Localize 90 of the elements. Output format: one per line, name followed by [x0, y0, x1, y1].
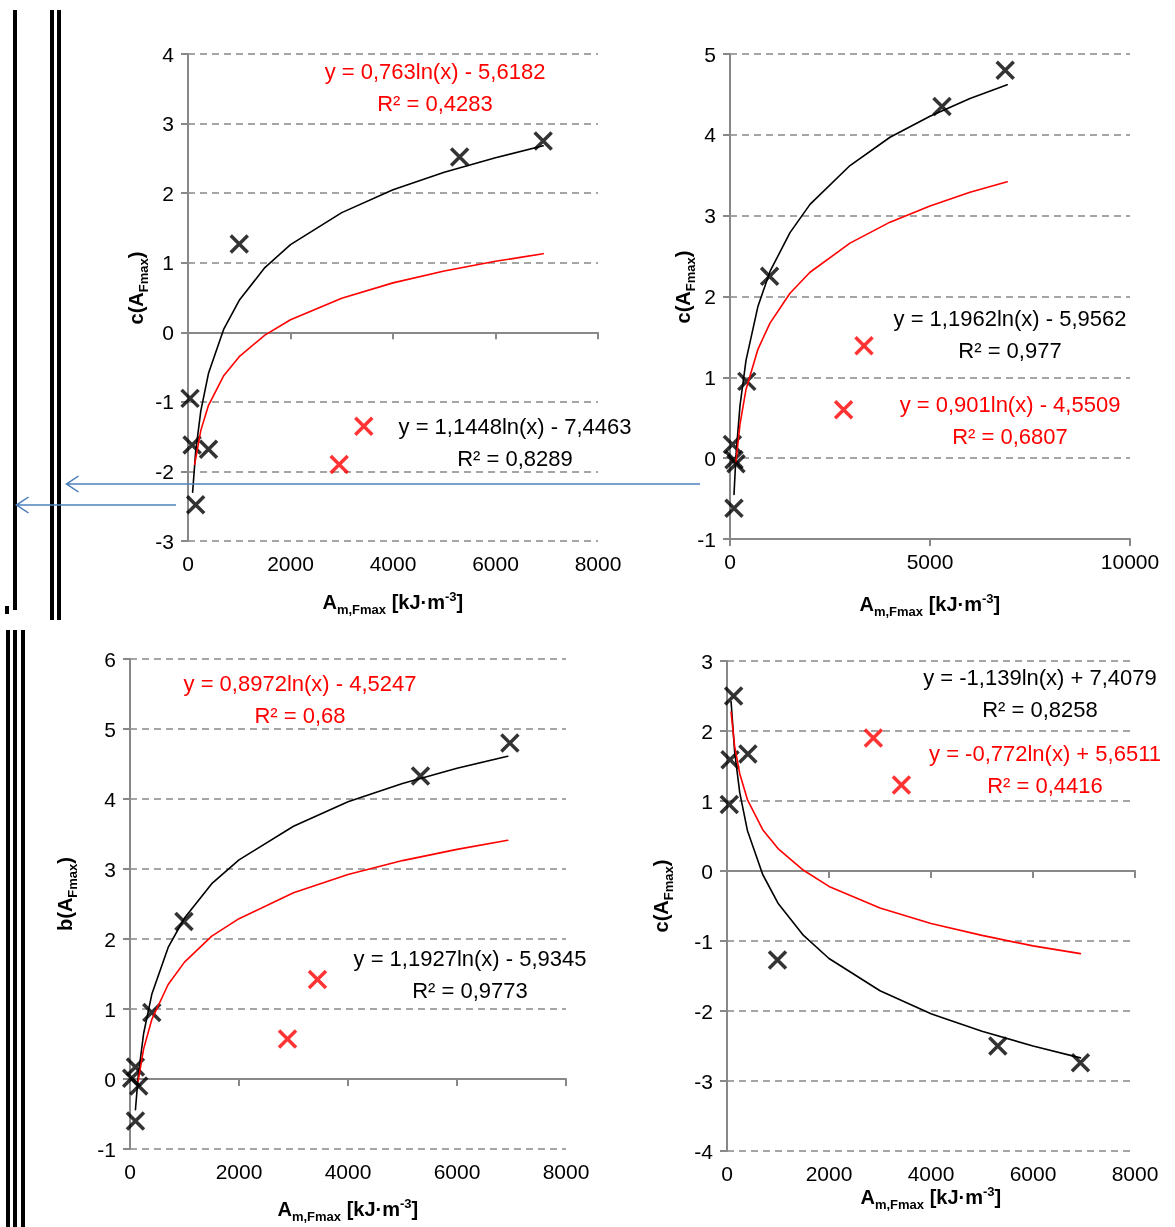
point: [723, 685, 744, 707]
y-tick-label: 2: [701, 719, 713, 743]
x-tick-label: 2000: [267, 552, 314, 575]
point: [994, 59, 1016, 81]
y-tick-label: -3: [694, 1069, 713, 1093]
x-axis-title: A$_{m,Fmax}$ [kJ·m$^{-3}$]: [859, 591, 1001, 619]
point: [891, 774, 912, 796]
y-tick-label: 3: [104, 857, 116, 881]
y-tick-label: 3: [704, 204, 716, 228]
point: [353, 415, 375, 437]
point: [499, 732, 521, 754]
y-tick-label: 6: [104, 647, 116, 671]
y-tick-label: 4: [704, 123, 717, 147]
y-tick-label: 0: [104, 1067, 116, 1091]
x-tick-label: 8000: [542, 1160, 590, 1183]
y-tick-label: 0: [162, 320, 174, 344]
x-tick-label: 0: [182, 552, 194, 575]
y-tick-label: -1: [694, 929, 713, 953]
x-tick-label: 6000: [472, 552, 519, 575]
x-axis-title: A$_{m,Fmax}$ [kJ·m$^{-3}$]: [277, 1196, 419, 1224]
y-tick-label: 3: [162, 112, 174, 136]
x-tick-label: 0: [124, 1160, 136, 1183]
y-tick-label: 1: [704, 365, 716, 389]
point: [449, 146, 470, 168]
point: [307, 969, 328, 990]
point: [328, 454, 350, 475]
x-tick-label: 5000: [906, 550, 954, 573]
y-tick-label: 1: [701, 789, 713, 813]
point: [863, 727, 884, 749]
y-tick-label: -1: [97, 1137, 116, 1161]
x-tick-label: 4000: [369, 552, 417, 575]
x-tick-label: 8000: [574, 552, 622, 575]
point: [759, 266, 780, 287]
annotation: y = 1,1927ln(x) - 5,9345 R² = 0,9773: [353, 945, 587, 1003]
annotation: y = 0,901ln(x) - 4,5509 R² = 0,6807: [899, 391, 1121, 449]
annotation: y = 0,763ln(x) - 5,6182 R² = 0,4283: [324, 58, 546, 116]
point: [833, 399, 854, 420]
point: [185, 494, 206, 516]
y-tick-label: 1: [104, 997, 116, 1021]
point: [853, 335, 875, 357]
point: [723, 498, 745, 519]
y-tick-label: 5: [704, 42, 716, 66]
y-tick-label: 1: [162, 251, 174, 275]
y-tick-label: -1: [697, 527, 716, 551]
x-tick-label: 8000: [1111, 1162, 1159, 1185]
annotation: y = 1,1962ln(x) - 5,9562 R² = 0,977: [893, 305, 1127, 363]
x-tick-label: 2000: [805, 1162, 853, 1185]
point: [125, 1110, 146, 1132]
point: [173, 911, 195, 932]
x-axis-title: A$_{m,Fmax}$ [kJ·m$^{-3}$]: [860, 1184, 1002, 1212]
point: [767, 949, 788, 971]
x-tick-label: 0: [721, 1162, 733, 1185]
y-tick-label: 2: [704, 285, 716, 308]
point: [181, 434, 203, 456]
y-tick-label: 4: [162, 42, 175, 66]
x-tick-label: 4000: [907, 1162, 955, 1185]
y-tick-label: 0: [704, 446, 716, 470]
y-tick-label: 5: [104, 717, 116, 741]
y-tick-label: 2: [162, 181, 174, 205]
y-tick-label: 2: [104, 927, 116, 951]
x-tick-label: 10000: [1100, 550, 1160, 573]
point: [931, 96, 953, 117]
x-tick-label: 4000: [324, 1160, 372, 1183]
x-tick-label: 6000: [433, 1160, 481, 1183]
point: [532, 130, 554, 152]
annotation: y = 1,1448ln(x) - 7,4463 R² = 0,8289: [398, 413, 632, 471]
point: [719, 794, 740, 815]
point: [277, 1028, 298, 1050]
y-tick-label: -3: [155, 529, 174, 553]
point: [198, 438, 219, 460]
annotation: y = -1,139ln(x) + 7,4079 R² = 0,8258: [923, 664, 1157, 722]
point: [1070, 1052, 1091, 1074]
y-tick-label: 3: [701, 649, 713, 673]
point: [229, 233, 250, 255]
x-tick-label: 2000: [215, 1160, 263, 1183]
y-tick-label: 4: [104, 787, 117, 811]
y-tick-label: -1: [155, 390, 174, 414]
y-tick-label: -2: [694, 999, 713, 1023]
point: [179, 388, 201, 409]
y-tick-label: 0: [701, 859, 713, 883]
annotation: y = 0,8972ln(x) - 4,5247 R² = 0,68: [183, 670, 417, 728]
x-axis-title: A$_{m,Fmax}$ [kJ·m$^{-3}$]: [322, 589, 464, 617]
point: [737, 743, 759, 765]
point: [987, 1035, 1009, 1057]
y-tick-label: -4: [694, 1139, 714, 1163]
x-tick-label: 6000: [1009, 1162, 1057, 1185]
x-tick-label: 0: [724, 550, 736, 573]
annotation: y = -0,772ln(x) + 5,6511 R² = 0,4416: [929, 740, 1161, 798]
point: [410, 765, 431, 787]
y-tick-label: -2: [155, 459, 174, 483]
